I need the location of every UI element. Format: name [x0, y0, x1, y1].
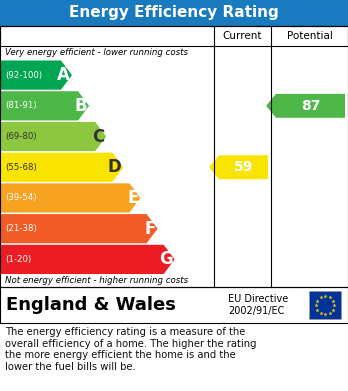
Text: G: G: [159, 250, 173, 268]
Text: EU Directive
2002/91/EC: EU Directive 2002/91/EC: [228, 294, 288, 316]
Bar: [0, 0, 348, 26]
Text: Potential: Potential: [286, 31, 332, 41]
Text: (21-38): (21-38): [5, 224, 37, 233]
Text: F: F: [144, 220, 156, 238]
Bar: [309, 291, 341, 319]
Text: The energy efficiency rating is a measure of the
overall efficiency of a home. T: The energy efficiency rating is a measur…: [5, 327, 256, 372]
Text: Not energy efficient - higher running costs: Not energy efficient - higher running co…: [5, 276, 188, 285]
Bar: [0, 26, 348, 287]
Text: Very energy efficient - lower running costs: Very energy efficient - lower running co…: [5, 48, 188, 57]
Polygon shape: [209, 155, 268, 179]
Text: Energy Efficiency Rating: Energy Efficiency Rating: [69, 5, 279, 20]
Polygon shape: [0, 245, 175, 274]
Text: (1-20): (1-20): [5, 255, 31, 264]
Text: C: C: [92, 127, 104, 145]
Text: (55-68): (55-68): [5, 163, 37, 172]
Text: D: D: [108, 158, 121, 176]
Bar: [0, 287, 348, 323]
Text: England & Wales: England & Wales: [6, 296, 176, 314]
Text: 59: 59: [234, 160, 253, 174]
Polygon shape: [0, 91, 89, 120]
Polygon shape: [0, 183, 141, 213]
Text: (69-80): (69-80): [5, 132, 37, 141]
Text: 87: 87: [301, 99, 320, 113]
Text: E: E: [127, 189, 139, 207]
Text: B: B: [74, 97, 87, 115]
Polygon shape: [0, 122, 106, 151]
Polygon shape: [0, 152, 123, 182]
Text: (81-91): (81-91): [5, 101, 37, 110]
Text: A: A: [57, 66, 70, 84]
Polygon shape: [0, 214, 158, 243]
Text: (92-100): (92-100): [5, 71, 42, 80]
Text: Current: Current: [223, 31, 262, 41]
Polygon shape: [0, 61, 72, 90]
Polygon shape: [266, 94, 345, 118]
Bar: [0, 26, 348, 46]
Text: (39-54): (39-54): [5, 194, 37, 203]
